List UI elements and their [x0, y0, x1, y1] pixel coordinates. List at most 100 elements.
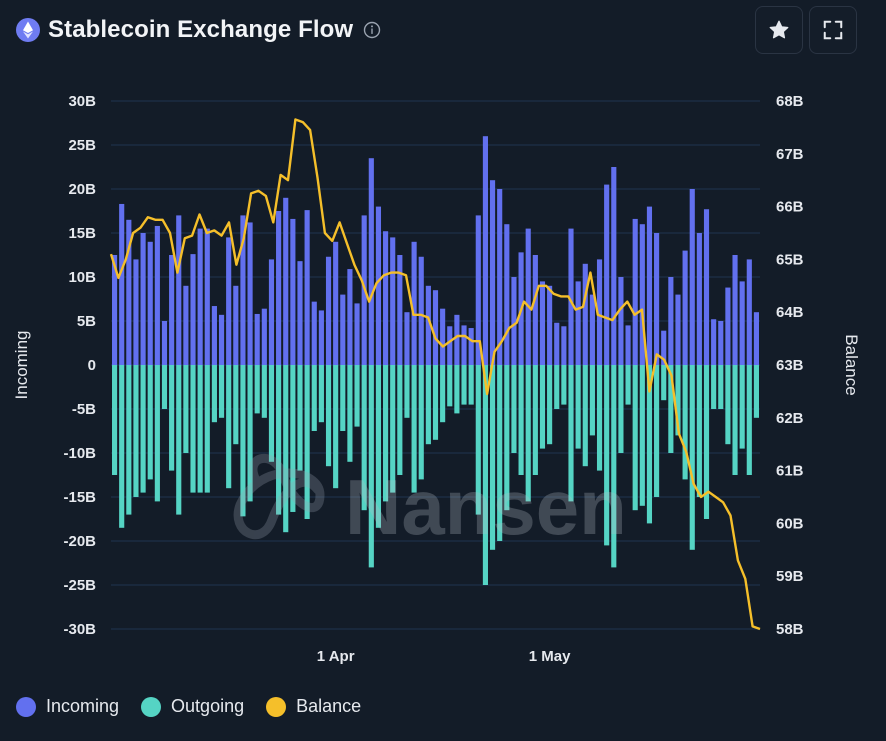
incoming-bar[interactable]	[304, 210, 310, 365]
incoming-bar[interactable]	[347, 269, 353, 365]
incoming-bar[interactable]	[611, 167, 617, 365]
outgoing-bar[interactable]	[696, 365, 702, 497]
incoming-bar[interactable]	[596, 259, 603, 365]
outgoing-bar[interactable]	[347, 365, 353, 462]
incoming-bar[interactable]	[547, 285, 553, 365]
outgoing-bar[interactable]	[297, 365, 303, 471]
incoming-bar[interactable]	[247, 222, 253, 365]
incoming-bar[interactable]	[204, 228, 210, 365]
outgoing-bar[interactable]	[140, 365, 146, 493]
incoming-bar[interactable]	[325, 256, 332, 365]
incoming-bar[interactable]	[140, 233, 146, 365]
legend-item-outgoing[interactable]: Outgoing	[141, 696, 244, 717]
outgoing-bar[interactable]	[511, 365, 517, 453]
outgoing-bar[interactable]	[425, 365, 431, 445]
incoming-bar[interactable]	[625, 325, 631, 365]
outgoing-bar[interactable]	[646, 365, 653, 524]
outgoing-bar[interactable]	[325, 365, 332, 467]
incoming-bar[interactable]	[482, 136, 488, 365]
outgoing-bar[interactable]	[589, 365, 595, 436]
outgoing-bar[interactable]	[111, 365, 118, 475]
incoming-bar[interactable]	[418, 256, 424, 365]
incoming-bar[interactable]	[432, 290, 439, 365]
incoming-bar[interactable]	[561, 326, 567, 365]
incoming-bar[interactable]	[390, 237, 396, 365]
outgoing-bar[interactable]	[261, 365, 267, 418]
outgoing-bar[interactable]	[753, 365, 760, 418]
incoming-bar[interactable]	[240, 215, 246, 365]
outgoing-bar[interactable]	[247, 365, 253, 502]
outgoing-bar[interactable]	[639, 365, 645, 506]
incoming-bar[interactable]	[753, 312, 760, 365]
incoming-bar[interactable]	[311, 301, 317, 365]
incoming-bar[interactable]	[354, 303, 360, 365]
incoming-bar[interactable]	[268, 259, 275, 365]
outgoing-bar[interactable]	[611, 365, 617, 568]
outgoing-bar[interactable]	[204, 365, 210, 493]
incoming-bar[interactable]	[654, 233, 660, 365]
outgoing-bar[interactable]	[361, 365, 367, 511]
fullscreen-button[interactable]	[809, 6, 857, 54]
outgoing-bar[interactable]	[240, 365, 246, 517]
outgoing-bar[interactable]	[718, 365, 724, 409]
outgoing-bar[interactable]	[604, 365, 610, 546]
outgoing-bar[interactable]	[532, 365, 538, 475]
incoming-bar[interactable]	[254, 313, 260, 365]
outgoing-bar[interactable]	[525, 365, 531, 502]
incoming-bar[interactable]	[639, 224, 645, 365]
balance-line[interactable]	[109, 118, 761, 631]
outgoing-bar[interactable]	[390, 365, 396, 493]
legend-item-balance[interactable]: Balance	[266, 696, 361, 717]
outgoing-bar[interactable]	[197, 365, 203, 493]
outgoing-bar[interactable]	[661, 365, 667, 401]
outgoing-bar[interactable]	[397, 365, 403, 475]
incoming-bar[interactable]	[504, 224, 510, 365]
incoming-bar[interactable]	[582, 263, 588, 365]
incoming-bar[interactable]	[675, 294, 681, 365]
outgoing-bar[interactable]	[561, 365, 567, 405]
outgoing-bar[interactable]	[689, 365, 695, 550]
incoming-bar[interactable]	[746, 259, 752, 365]
incoming-bar[interactable]	[718, 321, 724, 365]
outgoing-bar[interactable]	[447, 365, 453, 407]
outgoing-bar[interactable]	[625, 365, 631, 405]
outgoing-bar[interactable]	[582, 365, 588, 467]
outgoing-bar[interactable]	[746, 365, 752, 475]
incoming-bar[interactable]	[368, 158, 374, 365]
incoming-bar[interactable]	[725, 287, 731, 365]
outgoing-bar[interactable]	[682, 365, 688, 480]
incoming-bar[interactable]	[568, 228, 574, 365]
incoming-bar[interactable]	[276, 211, 282, 365]
incoming-bar[interactable]	[176, 215, 182, 365]
outgoing-bar[interactable]	[404, 365, 410, 418]
outgoing-bar[interactable]	[568, 365, 574, 502]
legend-item-incoming[interactable]: Incoming	[16, 696, 119, 717]
incoming-bar[interactable]	[218, 314, 225, 365]
outgoing-bar[interactable]	[596, 365, 603, 471]
outgoing-bar[interactable]	[226, 365, 232, 489]
outgoing-bar[interactable]	[190, 365, 196, 493]
incoming-bar[interactable]	[297, 261, 303, 365]
incoming-bar[interactable]	[539, 281, 546, 365]
outgoing-bar[interactable]	[283, 365, 289, 533]
outgoing-bar[interactable]	[147, 365, 153, 480]
outgoing-bar[interactable]	[340, 365, 346, 431]
incoming-bar[interactable]	[618, 277, 624, 365]
incoming-bar[interactable]	[447, 326, 453, 365]
incoming-bar[interactable]	[703, 209, 710, 365]
incoming-bar[interactable]	[333, 241, 339, 365]
incoming-bar[interactable]	[475, 215, 481, 365]
incoming-bar[interactable]	[126, 219, 132, 365]
outgoing-bar[interactable]	[703, 365, 710, 519]
incoming-bar[interactable]	[340, 294, 346, 365]
outgoing-bar[interactable]	[161, 365, 168, 409]
incoming-bar[interactable]	[383, 231, 389, 365]
outgoing-bar[interactable]	[211, 365, 217, 423]
outgoing-bar[interactable]	[632, 365, 638, 511]
incoming-bar[interactable]	[440, 308, 446, 365]
outgoing-bar[interactable]	[461, 365, 467, 405]
incoming-bar[interactable]	[646, 206, 653, 365]
incoming-bar[interactable]	[197, 228, 203, 365]
outgoing-bar[interactable]	[711, 365, 717, 409]
outgoing-bar[interactable]	[311, 365, 317, 431]
